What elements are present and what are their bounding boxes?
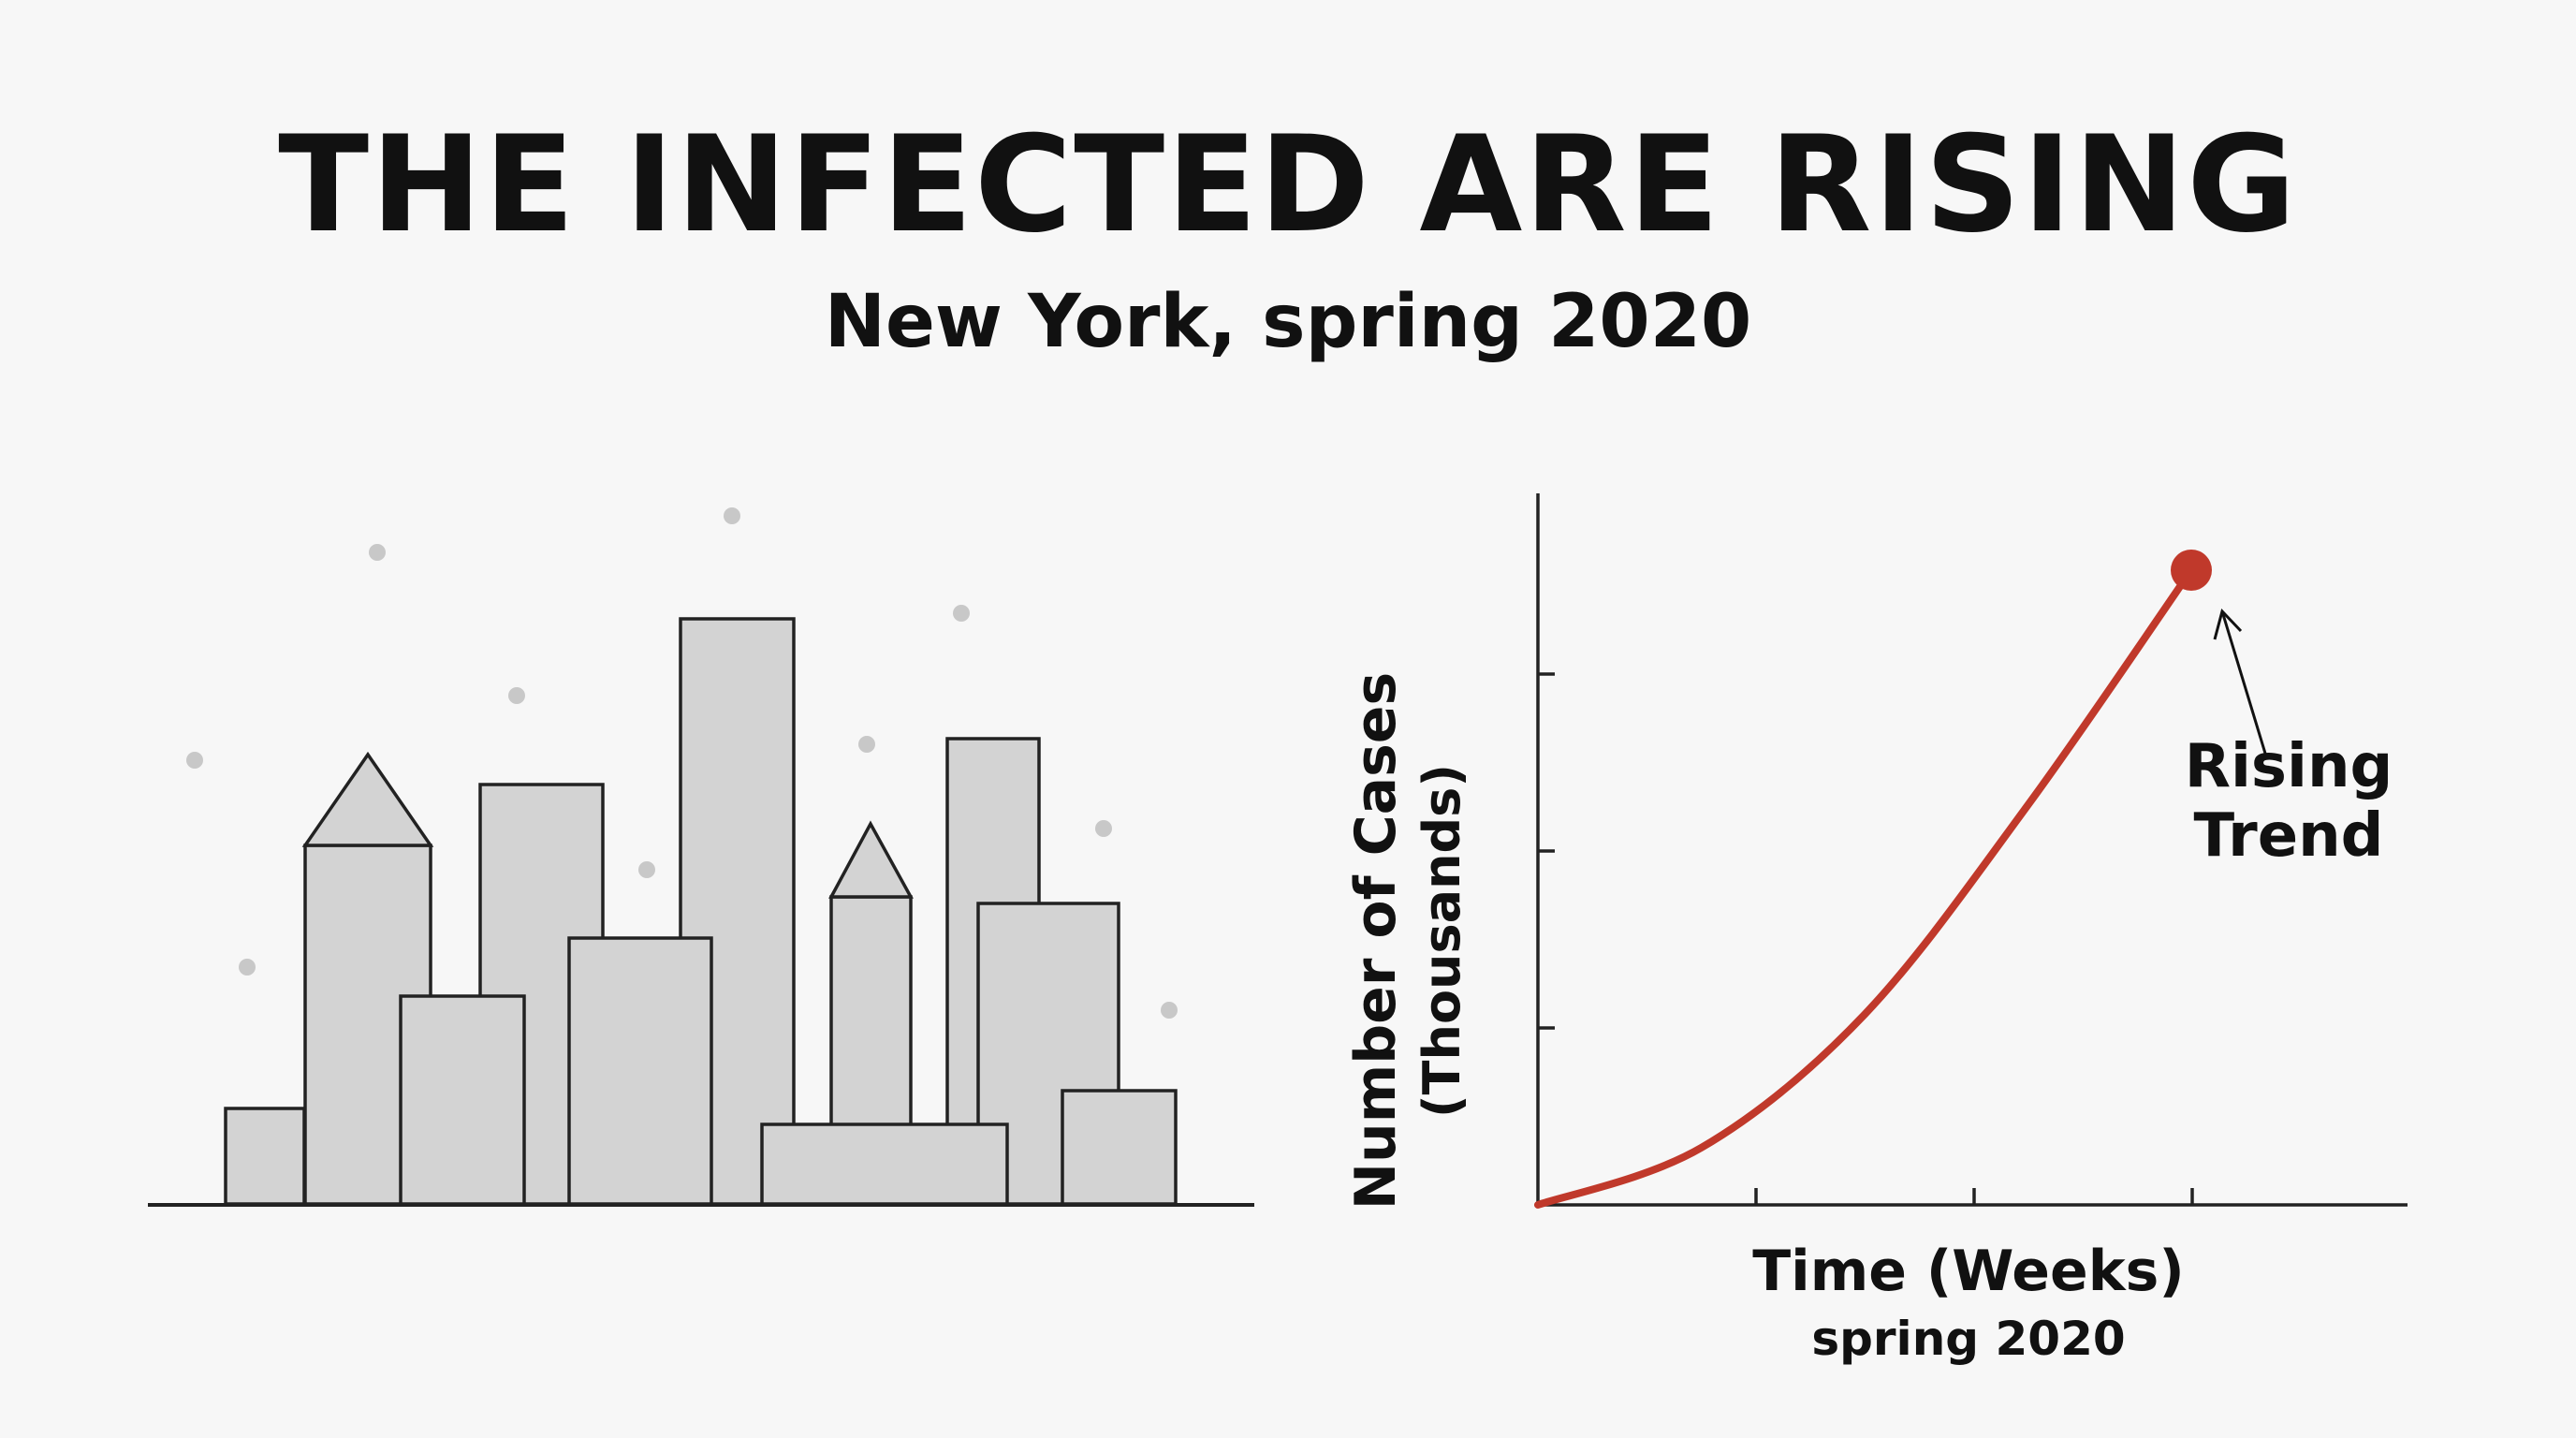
series-end-point xyxy=(2171,550,2212,591)
page-title: THE INFECTED ARE RISING xyxy=(278,108,2298,262)
annotation-arrow xyxy=(2213,609,2268,757)
snow-dots xyxy=(186,507,1178,1019)
far-left-small-building xyxy=(224,1107,306,1206)
annotation-label-line2: Trend xyxy=(2194,801,2384,871)
y-axis-label: Number of Cases xyxy=(1343,672,1409,1210)
page-subtitle: New York, spring 2020 xyxy=(824,280,1752,364)
y-axis-ticks xyxy=(1538,672,1555,1030)
buildings xyxy=(224,617,1178,1206)
low-wide-building xyxy=(760,1123,1009,1206)
spire-roof-left xyxy=(301,751,434,847)
x-axis-ticks xyxy=(1754,1188,2194,1205)
center-building xyxy=(567,936,713,1206)
x-axis-label: Time (Weeks) xyxy=(1752,1239,2184,1304)
far-right-small-building xyxy=(1061,1089,1178,1206)
x-axis-sublabel: spring 2020 xyxy=(1811,1312,2125,1366)
y-axis-label-unit: (Thousands) xyxy=(1412,764,1471,1118)
annotation-label-line1: Rising xyxy=(2185,732,2393,801)
series-line-cases xyxy=(1534,566,2195,1209)
spire-roof-right xyxy=(828,820,914,899)
left-low-building xyxy=(399,994,526,1206)
